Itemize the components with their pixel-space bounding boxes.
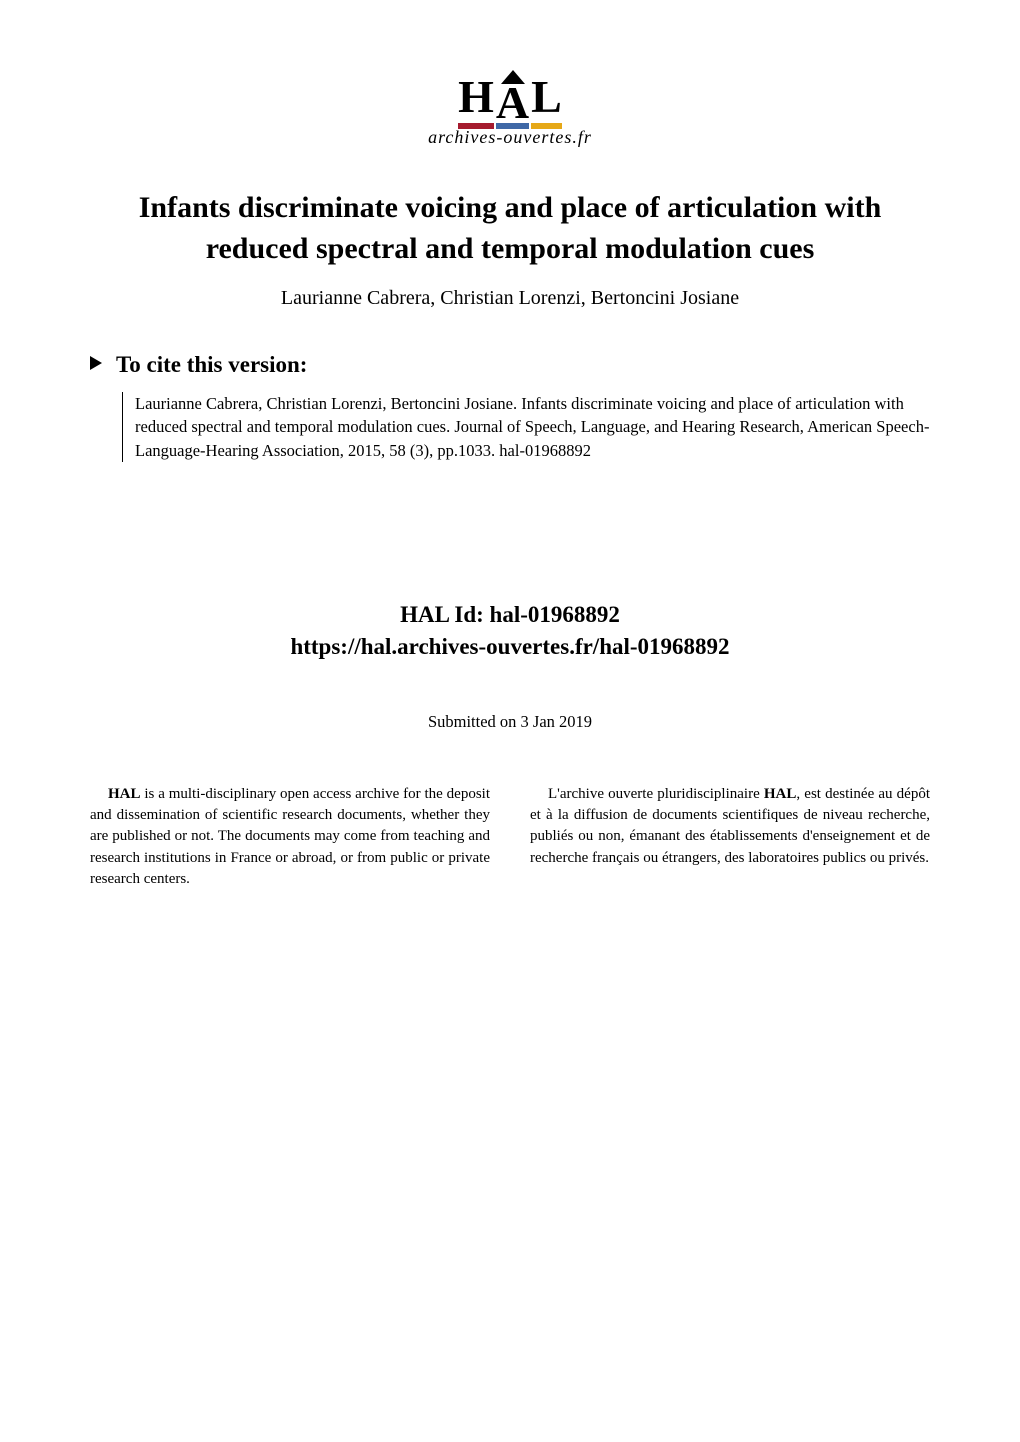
footer-left-col: HAL is a multi-disciplinary open access … [90, 784, 490, 890]
footer-left-text: is a multi-disciplinary open access arch… [90, 786, 490, 887]
cite-body: Laurianne Cabrera, Christian Lorenzi, Be… [135, 392, 930, 461]
logo-letter-l: L [531, 71, 562, 122]
hal-id-url: https://hal.archives-ouvertes.fr/hal-019… [90, 634, 930, 660]
paper-authors: Laurianne Cabrera, Christian Lorenzi, Be… [90, 287, 930, 310]
logo-brand-text: archives-ouvertes.fr [428, 127, 592, 148]
cite-section: To cite this version: Laurianne Cabrera,… [90, 352, 930, 461]
hal-id-label: HAL Id: hal-01968892 [90, 602, 930, 628]
logo-letter-a: A [496, 82, 529, 123]
logo-underline-yellow [531, 123, 562, 129]
cite-marker-triangle [90, 356, 102, 370]
footer-columns: HAL is a multi-disciplinary open access … [90, 784, 930, 890]
hal-logo: H A L archives-ouvertes.fr [90, 70, 930, 148]
footer-left-bold: HAL [108, 786, 141, 802]
cite-heading: To cite this version: [116, 352, 930, 378]
hal-id-block: HAL Id: hal-01968892 https://hal.archive… [90, 602, 930, 660]
paper-title: Infants discriminate voicing and place o… [110, 188, 910, 269]
footer-right-col: L'archive ouverte pluridisciplinaire HAL… [530, 784, 930, 890]
footer-right-bold: HAL [764, 786, 797, 802]
submitted-date: Submitted on 3 Jan 2019 [90, 712, 930, 732]
footer-right-text: L'archive ouverte pluridisciplinaire HAL… [530, 786, 930, 866]
logo-underline-red [458, 123, 494, 129]
hal-logo-letters: H A L [428, 70, 592, 123]
logo-underline-blue [496, 123, 529, 129]
logo-letter-h: H [458, 71, 494, 122]
